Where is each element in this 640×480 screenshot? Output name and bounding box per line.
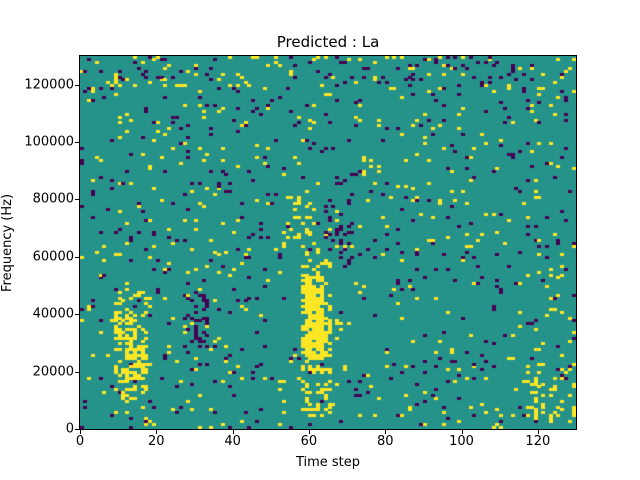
y-tick-mark [75, 84, 79, 86]
y-tick-mark [75, 199, 79, 201]
y-tick-label: 120000 [24, 77, 74, 93]
y-tick-label: 80000 [32, 191, 74, 207]
y-tick-label: 20000 [32, 364, 74, 380]
x-tick-mark [461, 430, 463, 434]
heatmap-canvas [80, 56, 576, 429]
x-tick-mark [385, 430, 387, 434]
x-tick-mark [308, 430, 310, 434]
chart-title: Predicted : La [276, 33, 380, 51]
y-tick-label: 0 [65, 421, 74, 437]
y-tick-mark [75, 314, 79, 316]
y-tick-mark [75, 371, 79, 373]
y-tick-mark [75, 142, 79, 144]
x-tick-label: 100 [449, 434, 474, 449]
x-tick-mark [156, 430, 158, 434]
x-tick-label: 0 [75, 434, 85, 449]
x-tick-label: 120 [525, 434, 551, 449]
x-tick-label: 40 [224, 434, 241, 449]
y-tick-label: 40000 [32, 306, 74, 322]
x-tick-label: 60 [300, 434, 318, 449]
y-tick-label: 60000 [32, 249, 74, 265]
x-tick-mark [232, 430, 234, 434]
x-tick-label: 80 [376, 434, 394, 449]
x-tick-mark [80, 430, 81, 434]
y-tick-mark [75, 429, 79, 430]
x-tick-label: 20 [148, 434, 165, 449]
plot-area [79, 55, 577, 430]
x-tick-mark [537, 430, 539, 434]
y-tick-mark [75, 256, 79, 258]
x-axis-label: Time step [295, 455, 361, 470]
y-tick-label: 100000 [24, 134, 74, 150]
